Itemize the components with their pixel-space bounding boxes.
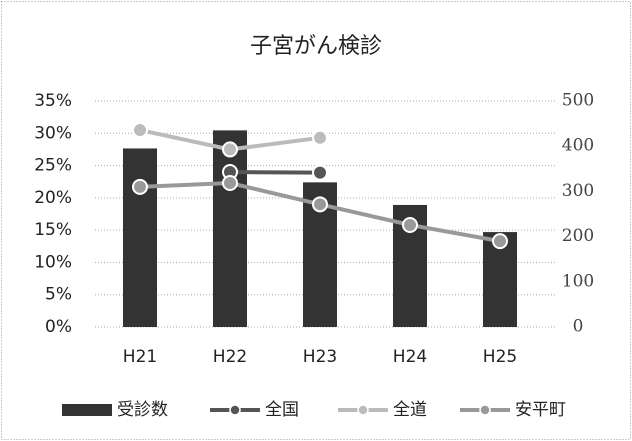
line-marker — [312, 129, 328, 146]
line-marker — [222, 141, 238, 158]
y-tick-label: 35% — [34, 91, 72, 111]
y-tick-label: 25% — [34, 156, 72, 176]
x-tick-label: H22 — [213, 347, 247, 367]
legend-swatch-marker — [229, 404, 241, 416]
legend-swatch — [62, 404, 112, 416]
y2-tick-label: 0 — [573, 317, 584, 337]
y-tick-label: 15% — [34, 220, 72, 240]
y2-tick-label: 400 — [562, 136, 594, 156]
line-marker — [492, 233, 508, 250]
x-tick-label: H23 — [303, 347, 337, 367]
legend-swatch-marker — [479, 404, 491, 416]
legend-label: 安平町 — [515, 400, 566, 420]
y2-tick-label: 500 — [562, 91, 594, 111]
x-tick-label: H24 — [393, 347, 427, 367]
line-marker — [222, 175, 238, 192]
y2-tick-label: 300 — [562, 181, 594, 201]
y-tick-label: 10% — [34, 252, 72, 272]
y2-tick-label: 200 — [562, 226, 594, 246]
x-tick-label: H25 — [483, 347, 517, 367]
y-tick-label: 30% — [34, 123, 72, 143]
line-marker — [132, 122, 148, 139]
legend-swatch-marker — [357, 404, 369, 416]
chart-title: 子宮がん検診 — [250, 34, 382, 59]
bar — [213, 130, 247, 327]
y2-tick-label: 100 — [562, 271, 594, 291]
y-tick-label: 20% — [34, 188, 72, 208]
bar — [123, 148, 157, 327]
line-marker — [312, 196, 328, 213]
y-tick-label: 0% — [45, 317, 72, 337]
legend-label: 全国 — [265, 400, 299, 420]
line-marker — [132, 178, 148, 195]
line-marker — [312, 164, 328, 181]
legend-label: 全道 — [393, 400, 427, 420]
line — [229, 170, 321, 175]
y-tick-label: 5% — [45, 285, 72, 305]
legend-label: 受診数 — [117, 400, 168, 420]
line-marker — [402, 216, 418, 233]
x-tick-label: H21 — [123, 347, 157, 367]
